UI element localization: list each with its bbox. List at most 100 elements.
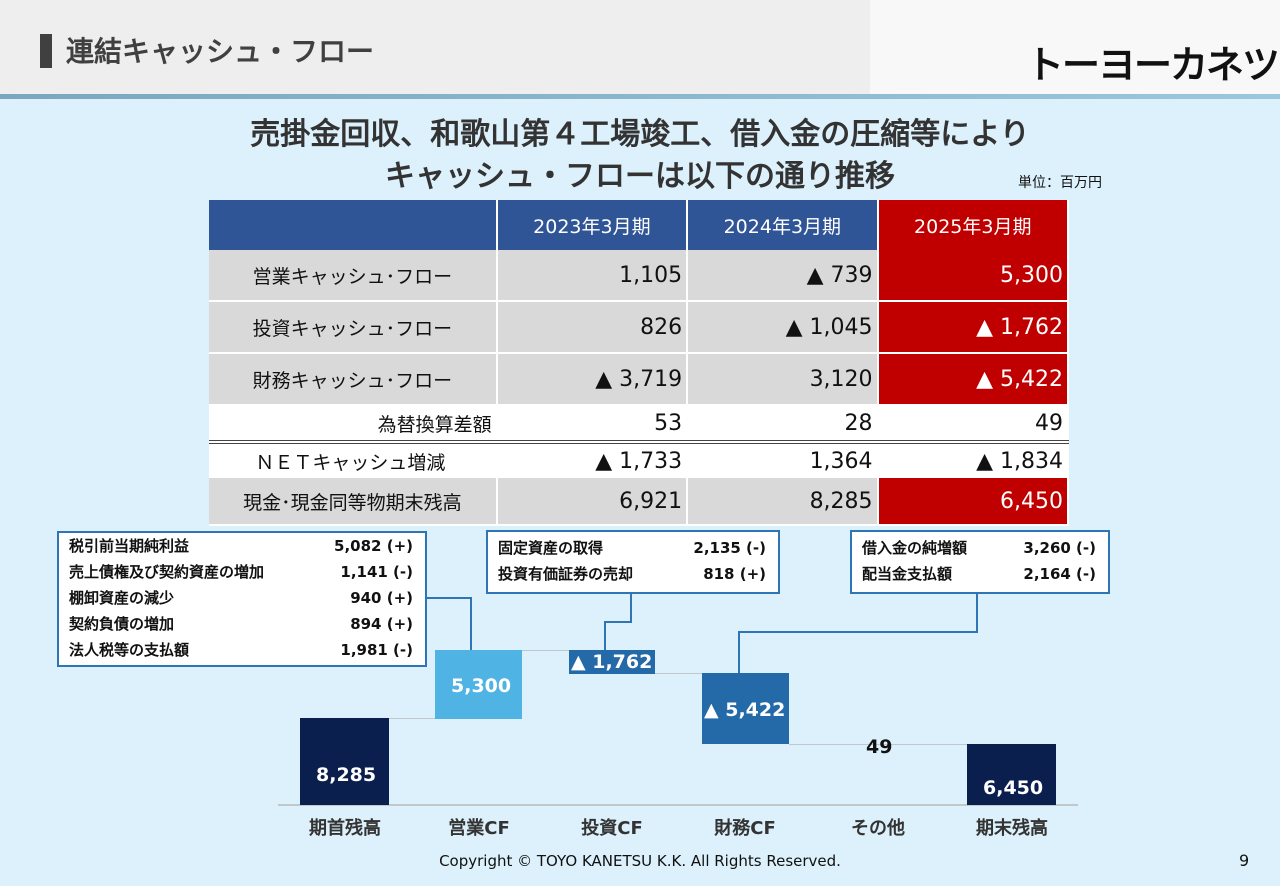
page-number: 9: [1239, 851, 1250, 870]
waterfall-link: [789, 744, 967, 745]
connector-line: [604, 621, 606, 651]
callout-item: 配当金支払額 2,164 (-): [852, 561, 1108, 587]
callout-item: 契約負債の増加 894 (+): [59, 611, 425, 637]
callout-item: 税引前当期純利益 5,082 (+): [59, 533, 425, 559]
table-row: 財務キャッシュ･フロー ▲ 3,719 3,120 ▲ 5,422: [209, 353, 1070, 406]
table-cell: ▲ 1,733: [496, 440, 689, 478]
bar-other-label: 49: [866, 736, 893, 758]
connector-line: [470, 597, 472, 650]
column-header: 2024年3月期: [687, 200, 879, 250]
header-rule: [0, 94, 1280, 99]
cash-flow-table: 2023年3月期 2024年3月期 2025年3月期 営業キャッシュ･フロー 1…: [209, 200, 1070, 526]
headline: 売掛金回収、和歌山第４工場竣工、借入金の圧縮等により キャッシュ・フローは以下の…: [160, 114, 1120, 198]
connector-line: [738, 631, 978, 633]
callout-item-label: 借入金の純増額: [862, 539, 968, 557]
callout-item-label: 契約負債の増加: [69, 615, 175, 633]
table-cell: 1,364: [687, 440, 879, 478]
bar-label: 5,300: [451, 675, 512, 697]
x-axis-label: その他: [851, 818, 905, 839]
table-cell: 49: [877, 405, 1070, 442]
table-cell: ▲ 1,045: [687, 301, 879, 354]
callout-item-value: 5,082 (+): [334, 537, 413, 555]
waterfall-link: [389, 718, 435, 719]
table-cell: 3,120: [687, 353, 879, 406]
connector-line: [976, 592, 978, 632]
bar-label: 6,450: [983, 777, 1044, 799]
headline-line-1: 売掛金回収、和歌山第４工場竣工、借入金の圧縮等により: [250, 117, 1030, 152]
row-label: 現金･現金同等物期末残高: [209, 478, 498, 526]
page-title: 連結キャッシュ・フロー: [66, 35, 375, 68]
callout-item: 売上債権及び契約資産の増加 1,141 (-): [59, 559, 425, 585]
row-label: 為替換算差額: [209, 405, 498, 442]
callout-item-value: 940 (+): [350, 589, 413, 607]
bar-label: ▲ 5,422: [704, 699, 786, 721]
connector-line: [738, 631, 740, 675]
x-axis-label: 期首残高: [309, 818, 381, 839]
bar-operating-cf: 5,300: [435, 650, 522, 719]
callout-item-label: 法人税等の支払額: [69, 641, 190, 659]
table-cell-highlight: 6,450: [877, 478, 1070, 526]
header-blank: [209, 200, 498, 250]
callout-item-label: 棚卸資産の減少: [69, 589, 175, 607]
connector-line: [604, 621, 632, 623]
x-axis-label: 営業CF: [448, 818, 510, 839]
callout-item: 法人税等の支払額 1,981 (-): [59, 637, 425, 663]
chart-baseline: [278, 804, 1078, 806]
table-row: 営業キャッシュ･フロー 1,105 ▲ 739 5,300: [209, 250, 1070, 302]
bar-label: 8,285: [316, 764, 377, 786]
row-label: ＮＥＴキャッシュ増減: [209, 440, 498, 478]
headline-line-2: キャッシュ・フローは以下の通り推移: [385, 159, 895, 194]
table-cell: ▲ 3,719: [496, 353, 689, 406]
table-cell: 8,285: [687, 478, 879, 526]
table-row: 現金･現金同等物期末残高 6,921 8,285 6,450: [209, 478, 1070, 526]
row-label: 投資キャッシュ･フロー: [209, 301, 498, 354]
callout-item-label: 売上債権及び契約資産の増加: [69, 563, 265, 581]
bar-investing-cf: ▲ 1,762: [569, 650, 655, 674]
table-cell: 826: [496, 301, 689, 354]
investing-cf-callout: 固定資産の取得 2,135 (-) 投資有価証券の売却 818 (+): [486, 530, 780, 594]
waterfall-link: [655, 673, 702, 674]
table-cell: ▲ 739: [687, 250, 879, 302]
table-cell: 1,105: [496, 250, 689, 302]
row-label: 営業キャッシュ･フロー: [209, 250, 498, 302]
header-fade: [870, 0, 1280, 94]
operating-cf-callout: 税引前当期純利益 5,082 (+) 売上債権及び契約資産の増加 1,141 (-)…: [57, 531, 427, 667]
table-cell-highlight: ▲ 1,762: [877, 301, 1070, 354]
callout-item-value: 2,135 (-): [693, 539, 766, 557]
table-cell: 53: [496, 405, 689, 442]
bar-closing-balance: 6,450: [967, 744, 1056, 805]
x-axis-label: 財務CF: [714, 818, 776, 839]
table-cell-highlight: 5,300: [877, 250, 1070, 302]
table-cell: 6,921: [496, 478, 689, 526]
x-axis-label: 期末残高: [976, 818, 1048, 839]
callout-item-value: 818 (+): [703, 565, 766, 583]
unit-note: 単位：百万円: [1018, 175, 1102, 191]
copyright-footer: Copyright © TOYO KANETSU K.K. All Rights…: [439, 852, 841, 870]
table-cell: 28: [687, 405, 879, 442]
callout-item: 固定資産の取得 2,135 (-): [488, 535, 778, 561]
callout-item: 借入金の純増額 3,260 (-): [852, 535, 1108, 561]
callout-item-label: 税引前当期純利益: [69, 537, 190, 555]
connector-line: [424, 597, 471, 599]
table-cell: ▲ 1,834: [877, 440, 1070, 478]
column-header: 2023年3月期: [496, 200, 689, 250]
x-axis-label: 投資CF: [581, 818, 643, 839]
table-header-row: 2023年3月期 2024年3月期 2025年3月期: [209, 200, 1070, 250]
callout-item-label: 固定資産の取得: [498, 539, 604, 557]
callout-item-label: 配当金支払額: [862, 565, 953, 583]
bar-financing-cf: ▲ 5,422: [702, 673, 789, 744]
callout-item-label: 投資有価証券の売却: [498, 565, 634, 583]
callout-item-value: 3,260 (-): [1023, 539, 1096, 557]
title-marker: [40, 34, 52, 68]
table-row: 投資キャッシュ･フロー 826 ▲ 1,045 ▲ 1,762: [209, 301, 1070, 354]
column-header-highlight: 2025年3月期: [877, 200, 1070, 250]
bar-label: ▲ 1,762: [571, 651, 653, 673]
financing-cf-callout: 借入金の純増額 3,260 (-) 配当金支払額 2,164 (-): [850, 530, 1110, 594]
callout-item: 棚卸資産の減少 940 (+): [59, 585, 425, 611]
table-cell-highlight: ▲ 5,422: [877, 353, 1070, 406]
callout-item-value: 1,981 (-): [340, 641, 413, 659]
bar-opening-balance: 8,285: [300, 718, 389, 805]
table-row: 為替換算差額 53 28 49: [209, 405, 1070, 442]
callout-item-value: 1,141 (-): [340, 563, 413, 581]
company-logo: トーヨーカネツ: [1026, 43, 1280, 87]
